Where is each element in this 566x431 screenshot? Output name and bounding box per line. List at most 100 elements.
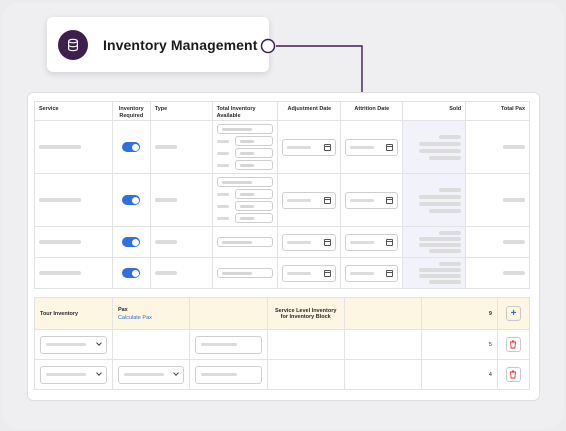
- delete-button[interactable]: [505, 337, 521, 352]
- sold-cell: [402, 120, 467, 174]
- input-cell: [188, 359, 268, 390]
- database-icon: [58, 29, 88, 60]
- total-inventory-cell: [211, 257, 279, 289]
- calendar-icon: [386, 143, 394, 151]
- action-cell: [496, 329, 531, 360]
- total-pax-cell: [465, 257, 530, 289]
- inventory-required-toggle[interactable]: [122, 195, 141, 205]
- tour-select-cell: [34, 359, 113, 390]
- delete-button[interactable]: [505, 367, 521, 382]
- trash-icon: [510, 370, 517, 379]
- inventory-table: Service Inventory Required Type Total In…: [34, 101, 530, 289]
- inventory-input[interactable]: [216, 268, 274, 278]
- pax-select-cell: [111, 359, 190, 390]
- row-value: 5: [421, 329, 498, 360]
- empty-cell: [266, 359, 345, 390]
- calendar-icon: [324, 238, 332, 246]
- adjustment-date-picker[interactable]: [282, 138, 337, 156]
- input-cell: [188, 329, 268, 360]
- table-row: [34, 257, 530, 289]
- adjustment-date-cell: [277, 257, 342, 289]
- calendar-icon: [386, 269, 394, 277]
- inventory-block-input[interactable]: [194, 365, 262, 384]
- pax-label: Pax: [117, 306, 128, 313]
- attrition-date-cell: [340, 173, 404, 227]
- inventory-input[interactable]: [234, 136, 274, 146]
- tour-inventory-label: Tour Inventory: [34, 297, 113, 330]
- calendar-icon: [386, 238, 394, 246]
- adjustment-date-cell: [277, 173, 342, 227]
- inventory-input[interactable]: [234, 189, 274, 199]
- empty-header-cell: [188, 297, 268, 330]
- tour-header-row: Tour Inventory Pax Calculate Pax Service…: [34, 297, 531, 330]
- inventory-input[interactable]: [234, 213, 274, 223]
- sold-cell: [402, 226, 467, 258]
- inventory-block-input[interactable]: [194, 335, 262, 354]
- table-row: [34, 173, 530, 227]
- required-cell: [111, 120, 151, 174]
- inventory-input[interactable]: [216, 237, 274, 247]
- tour-inventory-select[interactable]: [40, 365, 107, 384]
- adjustment-date-picker[interactable]: [282, 264, 337, 282]
- service-cell: [34, 120, 113, 174]
- trash-icon: [510, 340, 517, 349]
- service-level-label: Service Level Inventory for Inventory Bl…: [266, 297, 345, 330]
- empty-cell: [343, 359, 423, 390]
- attrition-date-cell: [340, 257, 404, 289]
- calendar-icon: [324, 196, 332, 204]
- title-card: Inventory Management: [47, 17, 269, 72]
- calendar-icon: [386, 196, 394, 204]
- inventory-input[interactable]: [216, 177, 274, 187]
- attrition-date-picker[interactable]: [345, 191, 399, 209]
- adjustment-date-picker[interactable]: [282, 191, 337, 209]
- add-button[interactable]: +: [505, 306, 521, 321]
- tour-select-cell: [34, 329, 113, 360]
- col-inventory-required: Inventory Required: [111, 101, 151, 121]
- tour-row: 4: [34, 359, 531, 390]
- total-inventory-cell: [211, 120, 279, 174]
- action-cell: +: [496, 297, 531, 330]
- inventory-input[interactable]: [234, 201, 274, 211]
- attrition-date-cell: [340, 120, 404, 174]
- total-inventory-cell: [211, 173, 279, 227]
- pax-select[interactable]: [117, 365, 184, 384]
- service-cell: [34, 173, 113, 227]
- inventory-input[interactable]: [216, 124, 274, 134]
- service-cell: [34, 257, 113, 289]
- table-header-row: Service Inventory Required Type Total In…: [34, 101, 530, 121]
- adjustment-date-cell: [277, 120, 342, 174]
- inventory-input[interactable]: [234, 160, 274, 170]
- attrition-date-picker[interactable]: [345, 264, 399, 282]
- calendar-icon: [324, 269, 332, 277]
- action-cell: [496, 359, 531, 390]
- calculate-pax-link[interactable]: Calculate Pax: [117, 314, 152, 321]
- attrition-date-picker[interactable]: [345, 138, 399, 156]
- page-title: Inventory Management: [103, 36, 258, 53]
- total-pax-cell: [465, 226, 530, 258]
- tour-inventory-select[interactable]: [40, 335, 107, 354]
- type-cell: [149, 226, 213, 258]
- attrition-date-picker[interactable]: [345, 233, 399, 251]
- header-value: 9: [421, 297, 498, 330]
- row-value: 4: [421, 359, 498, 390]
- inventory-required-toggle[interactable]: [122, 142, 141, 152]
- required-cell: [111, 257, 151, 289]
- inventory-required-toggle[interactable]: [122, 237, 141, 247]
- sold-cell: [402, 257, 467, 289]
- total-pax-cell: [465, 120, 530, 174]
- inventory-input[interactable]: [234, 148, 274, 158]
- required-cell: [111, 173, 151, 227]
- required-cell: [111, 226, 151, 258]
- tour-row: 5: [34, 329, 531, 360]
- tour-inventory-table: Tour Inventory Pax Calculate Pax Service…: [34, 297, 531, 390]
- adjustment-date-picker[interactable]: [282, 233, 337, 251]
- empty-header-cell: [343, 297, 423, 330]
- adjustment-date-cell: [277, 226, 342, 258]
- inventory-required-toggle[interactable]: [122, 268, 141, 278]
- total-pax-cell: [465, 173, 530, 227]
- sold-cell: [402, 173, 467, 227]
- pax-cell: Pax Calculate Pax: [111, 297, 190, 330]
- calendar-icon: [324, 143, 332, 151]
- table-row: [34, 120, 530, 174]
